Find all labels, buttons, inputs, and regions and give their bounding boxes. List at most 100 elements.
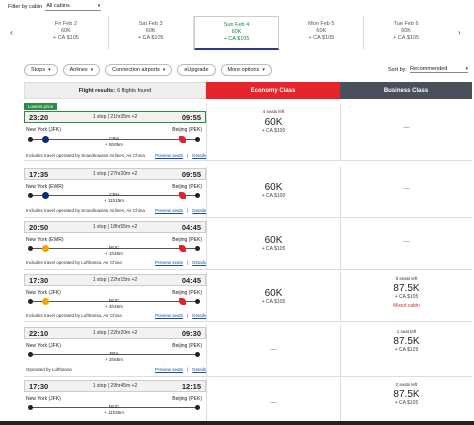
departure-time: 17:35 <box>29 169 49 179</box>
origin: New York (JFK) <box>26 343 61 349</box>
connection-stop: MUC + 11h35m <box>104 404 124 415</box>
chevron-down-icon: ▾ <box>90 67 94 73</box>
chevron-down-icon: ▾ <box>97 3 101 9</box>
date-selector: Fri Feb 2 60K + CA $105 Sat Feb 3 60K + … <box>24 16 448 50</box>
destination-dot <box>195 405 200 410</box>
airlines-filter-label: Airlines <box>69 67 88 73</box>
chevron-left-icon[interactable]: ‹ <box>10 28 13 37</box>
fare-tax: + CA $105 <box>394 400 419 406</box>
details-link[interactable]: Details <box>192 260 206 265</box>
route-line: CPH + 11h15m <box>28 192 200 204</box>
fare-tax: + CA $105 <box>261 246 286 252</box>
preview-seats-link[interactable]: Preview seats <box>155 208 184 213</box>
operated-text: Includes travel operated by Lufthansa, A… <box>26 313 122 318</box>
more-options-button[interactable]: More options ▾ <box>220 64 272 76</box>
sort-label: Sort by: <box>388 66 407 73</box>
arrival-time: 04:45 <box>181 275 201 285</box>
unavailable-dash: — <box>270 400 277 406</box>
economy-fare[interactable]: 4 seats left 60K + CA $100 <box>206 103 340 160</box>
layover-time: + 5h05m <box>105 141 123 147</box>
connection-stop: CPH + 5h05m <box>105 136 123 147</box>
flight-summary: 22:10 1 stop | 22hr20m +2 09:30 <box>24 327 206 339</box>
destination-dot <box>195 137 200 142</box>
date-tax: + CA $105 <box>393 35 419 41</box>
business-fare[interactable]: 5 seats left 87.5K + CA $105 Mixed cabin <box>340 272 472 321</box>
details-link[interactable]: Details <box>192 313 206 318</box>
flight-info: 17:30 1 stop | 22hr15m +2 04:45 New York… <box>24 272 206 321</box>
fare-miles: 60K <box>264 117 283 128</box>
destination: Beijing (PEK) <box>172 127 202 133</box>
air-china-logo-icon <box>179 192 186 199</box>
stops-filter-button[interactable]: Stops ▾ <box>24 64 58 76</box>
cities: New York (JFK) Beijing (PEK) <box>26 127 202 133</box>
chevron-down-icon: ▾ <box>262 67 265 73</box>
chevron-down-icon: ▾ <box>48 67 51 73</box>
origin: New York (EWR) <box>26 184 64 190</box>
details-link[interactable]: Details <box>192 153 206 158</box>
fare-tax: + CA $105 <box>261 299 286 305</box>
flight-row[interactable]: 17:35 1 stop | 27hr20m +2 09:55 New York… <box>24 166 472 218</box>
date-option[interactable]: Tue Feb 6 60K + CA $105 <box>364 16 448 50</box>
flight-row[interactable]: 20:50 1 stop | 18hr55m +2 04:45 New York… <box>24 219 472 270</box>
flight-row[interactable]: 22:10 1 stop | 22hr20m +2 09:30 New York… <box>24 325 472 377</box>
airlines-filter-button[interactable]: Airlines ▾ <box>62 64 101 76</box>
destination-dot <box>195 246 200 251</box>
layover-time: + 1h45m <box>105 250 123 256</box>
economy-fare[interactable]: 60K + CA $105 <box>206 272 340 321</box>
date-option[interactable]: Mon Feb 5 60K + CA $105 <box>279 16 365 50</box>
stops-duration: 1 stop | 21hr35m +2 <box>92 114 138 120</box>
origin-dot <box>28 405 33 410</box>
arrival-time: 09:30 <box>181 328 201 338</box>
preview-seats-link[interactable]: Preview seats <box>155 313 184 318</box>
preview-seats-link[interactable]: Preview seats <box>155 367 184 372</box>
flight-row[interactable]: 17:30 1 stop | 29hr45m +2 12:15 New York… <box>24 378 472 421</box>
lufthansa-logo-icon <box>42 298 49 305</box>
preview-seats-link[interactable]: Preview seats <box>155 260 184 265</box>
business-fare: — <box>340 166 472 217</box>
flight-info: 17:35 1 stop | 27hr20m +2 09:55 New York… <box>24 166 206 217</box>
business-fare[interactable]: 1 seat left 87.5K + CA $129 <box>340 325 472 376</box>
business-column-header[interactable]: Business Class <box>340 82 472 99</box>
route-path <box>30 301 198 302</box>
sort-select[interactable]: Recommended ▾ <box>409 66 468 73</box>
upgrade-filter-label: eUpgrade <box>184 67 209 73</box>
chevron-down-icon: ▾ <box>162 67 166 73</box>
cities: New York (JFK) Beijing (PEK) <box>26 290 202 296</box>
date-option[interactable]: Fri Feb 2 60K + CA $105 <box>24 16 109 50</box>
route-path <box>30 407 198 408</box>
via-airport: CPH <box>109 136 119 141</box>
business-fare: — <box>340 103 472 160</box>
business-fare[interactable]: 2 seats left 87.5K + CA $105 <box>340 378 472 421</box>
details-link[interactable]: Details <box>192 208 206 213</box>
date-tax: + CA $105 <box>137 35 164 41</box>
origin: New York (EWR) <box>26 237 64 243</box>
date-option-selected[interactable]: Sun Feb 4 60K + CA $105 <box>193 16 280 50</box>
seats-left: 2 seats left <box>395 382 418 387</box>
economy-fare[interactable]: 60K + CA $100 <box>206 166 340 217</box>
cities: New York (JFK) Beijing (PEK) <box>26 396 202 402</box>
date-tax: + CA $105 <box>52 35 79 41</box>
unavailable-dash: — <box>403 125 410 131</box>
date-day: Sat Feb 3 <box>138 21 163 27</box>
date-option[interactable]: Sat Feb 3 60K + CA $105 <box>109 16 194 50</box>
layover-time: + 11h15m <box>104 197 124 203</box>
date-tax: + CA $105 <box>308 35 335 41</box>
details-link[interactable]: Details <box>192 367 206 372</box>
arrival-time: 04:45 <box>181 222 201 232</box>
connection-filter-button[interactable]: Connection airports ▾ <box>105 64 173 76</box>
chevron-right-icon[interactable]: › <box>458 28 461 37</box>
flight-summary: 17:30 1 stop | 22hr15m +2 04:45 <box>24 274 206 286</box>
route-path <box>30 354 198 355</box>
date-miles: 60K <box>145 28 156 34</box>
cabin-select[interactable]: All cabins ▾ <box>45 3 102 11</box>
flight-summary: 17:30 1 stop | 29hr45m +2 12:15 <box>24 380 206 392</box>
chevron-down-icon: ▾ <box>465 66 468 72</box>
upgrade-filter-button[interactable]: eUpgrade <box>177 64 216 76</box>
stops-filter-label: Stops <box>31 67 46 73</box>
preview-seats-link[interactable]: Preview seats <box>155 153 184 158</box>
economy-column-header[interactable]: Economy Class <box>206 82 340 99</box>
flight-row[interactable]: Lowest price 23:20 1 stop | 21hr35m +2 0… <box>24 103 472 161</box>
flight-summary: 23:20 1 stop | 21hr35m +2 09:55 <box>24 111 206 123</box>
flight-row[interactable]: 17:30 1 stop | 22hr15m +2 04:45 New York… <box>24 272 472 322</box>
economy-fare[interactable]: 60K + CA $105 <box>206 219 340 269</box>
